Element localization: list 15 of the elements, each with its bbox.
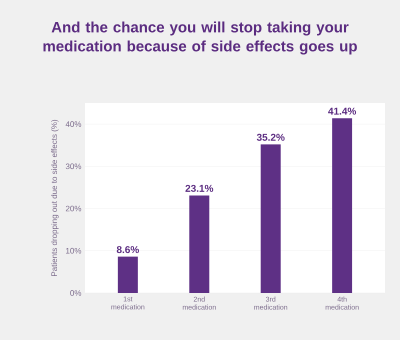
data-label: 41.4% [328,108,356,115]
data-label: 23.1% [185,184,214,192]
y-tick-label: 30% [66,164,82,170]
y-axis-title: Patients dropping out due to side effects (%) [51,120,59,276]
y-tick-label: 20% [66,206,82,212]
bar [118,256,138,293]
y-tick-label: 0% [70,290,82,296]
y-tick-label: 10% [66,248,82,254]
bar [189,195,210,293]
bar [260,144,281,293]
chart-title: And the chance you will stop taking your medication because of side effects goes up [43,21,357,55]
y-tick-label: 40% [66,121,82,127]
data-label: 35.2% [256,134,285,141]
bar [332,118,352,293]
data-label: 8.6% [116,246,139,254]
